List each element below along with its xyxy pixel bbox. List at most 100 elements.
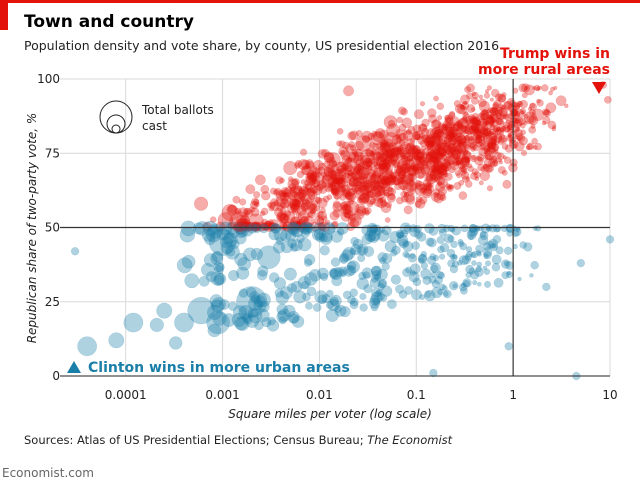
trump-county-point xyxy=(300,159,311,170)
trump-county-point xyxy=(344,209,354,219)
trump-county-point xyxy=(237,217,249,229)
trump-county-point xyxy=(435,139,441,145)
trump-county-point xyxy=(338,161,344,167)
trump-county-point xyxy=(471,117,479,126)
trump-county-point xyxy=(464,124,475,135)
clinton-county-point xyxy=(449,227,456,233)
trump-county-point xyxy=(520,110,525,115)
clinton-county-point xyxy=(208,228,237,257)
trump-county-point xyxy=(304,183,313,193)
trump-county-point xyxy=(378,153,391,166)
trump-county-point xyxy=(345,192,356,203)
trump-county-point xyxy=(497,109,503,115)
trump-county-point xyxy=(383,191,390,198)
trump-county-point xyxy=(275,192,292,209)
trump-county-point xyxy=(287,190,298,201)
trump-county-point xyxy=(387,119,395,127)
trump-county-point xyxy=(403,156,411,164)
trump-county-point xyxy=(434,143,442,151)
trump-county-point xyxy=(361,197,367,203)
clinton-county-point xyxy=(447,235,455,243)
trump-county-point xyxy=(436,163,446,174)
trump-county-point xyxy=(455,119,463,127)
trump-county-point xyxy=(486,109,491,114)
trump-county-point xyxy=(514,141,525,152)
clinton-county-point xyxy=(477,235,489,246)
trump-county-point xyxy=(451,143,461,153)
clinton-county-point xyxy=(275,291,289,305)
trump-county-point xyxy=(306,187,312,194)
trump-county-point xyxy=(446,184,454,192)
trump-county-point xyxy=(537,85,542,91)
trump-county-point xyxy=(433,129,443,139)
trump-county-point xyxy=(383,115,398,129)
trump-county-point xyxy=(361,207,370,215)
trump-county-point xyxy=(461,175,470,183)
trump-county-point xyxy=(493,134,503,144)
trump-county-point xyxy=(494,93,503,101)
trump-county-point xyxy=(327,169,337,179)
clinton-county-point xyxy=(475,265,483,273)
clinton-county-point xyxy=(280,240,294,254)
x-tick-label: 10 xyxy=(602,388,617,402)
clinton-county-point xyxy=(305,224,314,233)
trump-county-point xyxy=(329,181,341,192)
trump-county-point xyxy=(358,178,365,185)
clinton-county-point xyxy=(227,225,240,239)
trump-county-point xyxy=(234,207,242,215)
trump-county-point xyxy=(502,121,510,129)
clinton-county-point xyxy=(225,221,240,236)
trump-county-point xyxy=(442,162,452,172)
clinton-county-point xyxy=(452,283,458,289)
trump-county-point xyxy=(464,135,470,141)
trump-county-point xyxy=(321,173,332,184)
trump-county-point xyxy=(410,161,421,172)
clinton-county-point xyxy=(485,225,493,232)
trump-county-point xyxy=(382,163,394,175)
trump-county-point xyxy=(270,198,279,207)
clinton-county-point xyxy=(482,242,492,251)
trump-county-point xyxy=(520,122,526,129)
clinton-county-point xyxy=(479,231,487,238)
trump-county-point xyxy=(327,166,334,173)
clinton-county-point xyxy=(289,313,300,324)
clinton-county-point xyxy=(377,229,390,242)
trump-county-point xyxy=(270,201,280,212)
trump-county-point xyxy=(379,142,389,153)
trump-county-point xyxy=(273,199,280,207)
trump-county-point xyxy=(311,179,321,188)
trump-county-point xyxy=(331,178,341,188)
trump-county-point xyxy=(414,148,422,155)
trump-county-point xyxy=(488,158,498,168)
clinton-county-point xyxy=(313,222,326,235)
trump-county-point xyxy=(347,172,357,183)
trump-county-point xyxy=(520,83,531,93)
trump-county-point xyxy=(282,192,288,198)
clinton-county-point xyxy=(220,241,234,255)
trump-county-point xyxy=(416,150,428,162)
trump-county-point xyxy=(402,144,409,150)
trump-county-point xyxy=(458,117,467,126)
trump-county-point xyxy=(490,117,495,123)
trump-county-point xyxy=(348,177,358,187)
trump-county-point xyxy=(259,210,266,217)
clinton-county-point xyxy=(253,295,266,308)
trump-county-point xyxy=(450,161,460,171)
trump-county-point xyxy=(463,111,469,117)
trump-county-point xyxy=(336,140,343,147)
trump-county-point xyxy=(405,194,416,205)
clinton-county-point xyxy=(211,250,224,263)
trump-county-point xyxy=(349,216,357,224)
trump-county-point xyxy=(329,180,337,188)
clinton-county-point xyxy=(209,294,223,308)
trump-county-point xyxy=(405,180,417,193)
trump-county-point xyxy=(498,160,503,165)
size-legend: Total ballots cast xyxy=(99,100,214,134)
trump-county-point xyxy=(518,83,528,93)
trump-county-point xyxy=(437,142,446,151)
trump-county-point xyxy=(482,126,488,133)
trump-county-point xyxy=(355,135,372,152)
clinton-county-point xyxy=(297,237,312,252)
trump-county-point xyxy=(388,192,396,201)
trump-county-point xyxy=(322,171,333,182)
